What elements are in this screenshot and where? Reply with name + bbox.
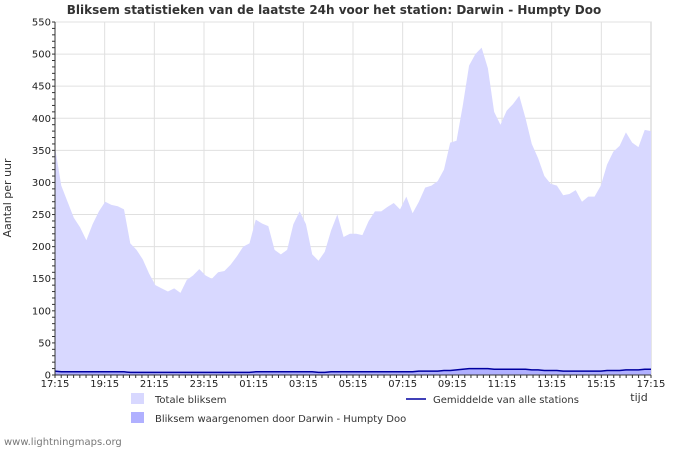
y-tick-label: 50 (38, 338, 51, 349)
legend-label-average: Gemiddelde van alle stations (433, 395, 579, 406)
total-lightning-area (55, 47, 651, 376)
x-tick-label: 01:15 (239, 379, 268, 390)
x-tick-label: 09:15 (438, 379, 467, 390)
y-tick-label: 100 (32, 306, 51, 317)
station-lightning-area (55, 368, 651, 375)
y-tick-label: 450 (32, 82, 51, 93)
x-tick-label: 17:15 (41, 379, 70, 390)
legend-label-total: Totale bliksem (154, 395, 226, 406)
y-tick-label: 250 (32, 210, 51, 221)
x-tick-label: 13:15 (537, 379, 566, 390)
x-tick-label: 15:15 (587, 379, 616, 390)
x-tick-label: 07:15 (388, 379, 417, 390)
footer-credit: www.lightningmaps.org (4, 437, 122, 448)
y-tick-labels: 0 50 100 150 200 250 300 350 400 450 500 550 (32, 18, 51, 382)
x-tick-label: 17:15 (637, 379, 666, 390)
y-tick-label: 550 (32, 18, 51, 29)
x-tick-label: 19:15 (90, 379, 119, 390)
y-tick-label: 350 (32, 146, 51, 157)
y-tick-label: 200 (32, 242, 51, 253)
x-tick-label: 23:15 (190, 379, 219, 390)
x-axis-label: tijd (630, 391, 647, 404)
legend-swatch-total (131, 393, 144, 404)
x-tick-label: 05:15 (339, 379, 368, 390)
y-tick-label: 300 (32, 178, 51, 189)
y-axis-label: Aantal per uur (1, 158, 14, 238)
x-tick-label: 03:15 (289, 379, 318, 390)
legend: Totale bliksem Bliksem waargenomen door … (131, 393, 579, 425)
chart-title: Bliksem statistieken van de laatste 24h … (67, 3, 602, 17)
legend-swatch-station (131, 412, 144, 423)
x-tick-label: 11:15 (488, 379, 517, 390)
y-tick-label: 0 (45, 371, 51, 382)
legend-label-station: Bliksem waargenomen door Darwin - Humpty… (155, 414, 406, 425)
average-line (54, 367, 651, 374)
y-tick-label: 150 (32, 274, 51, 285)
x-tick-label: 21:15 (140, 379, 169, 390)
y-tick-label: 400 (32, 114, 51, 125)
y-tick-label: 500 (32, 50, 51, 61)
minor-ticks (52, 21, 652, 378)
x-tick-labels: 17:15 19:15 21:15 23:15 01:15 03:15 05:15 07:15… (41, 379, 666, 390)
